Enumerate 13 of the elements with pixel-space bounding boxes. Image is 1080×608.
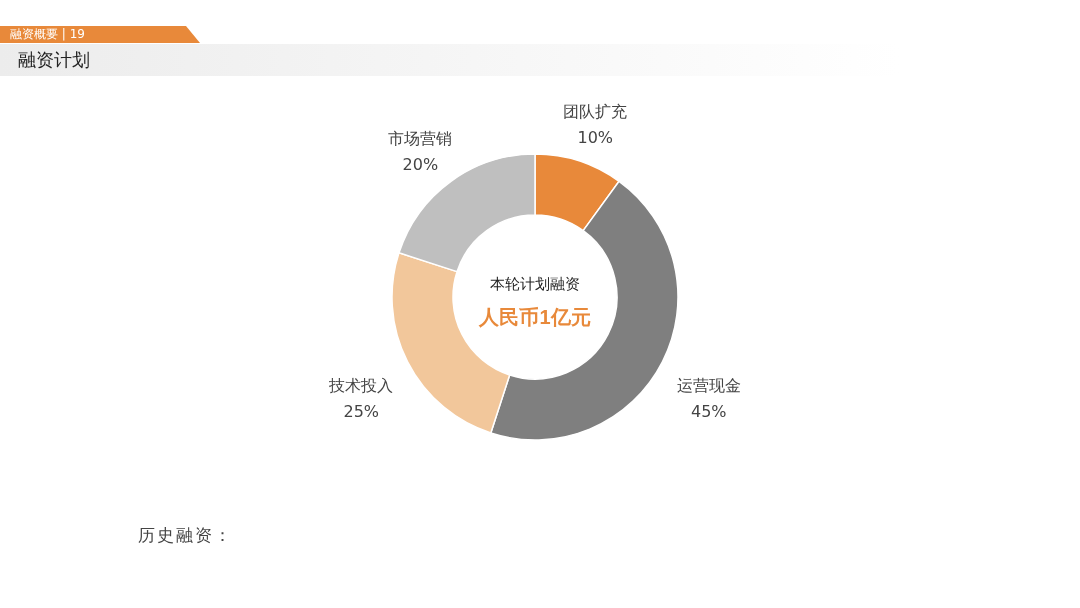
data-label: 20% <box>402 155 439 175</box>
text: 本轮计划融资 <box>490 275 580 292</box>
data-label: 25% <box>343 401 380 421</box>
data-label: 45% <box>690 401 727 421</box>
slice-label: 技术投入 <box>328 375 394 395</box>
text: 融资概要 | 19 <box>0 26 200 43</box>
slice-label: 团队扩充 <box>563 101 628 121</box>
text: 融资计划 <box>0 44 900 76</box>
slice-label: 市场营销 <box>388 129 453 149</box>
text: 历史融资： <box>138 524 233 547</box>
data-label: 10% <box>577 127 614 147</box>
text: 人民币1亿元 <box>478 306 591 328</box>
slice-label: 运营现金 <box>676 375 741 395</box>
